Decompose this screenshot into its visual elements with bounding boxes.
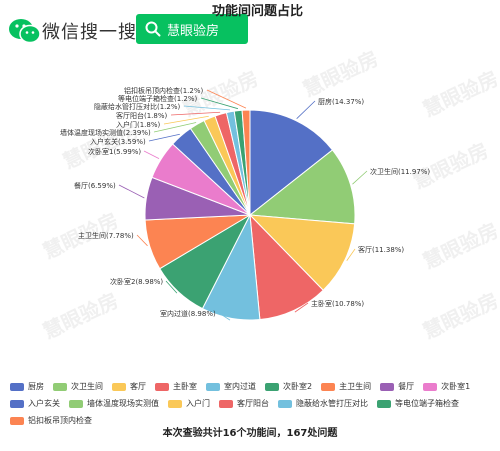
search-box[interactable]: 慧眼验房: [136, 14, 248, 44]
pie-slice[interactable]: [241, 109, 251, 216]
pie-slice[interactable]: [249, 213, 324, 321]
legend-label: 入户门: [186, 399, 210, 408]
legend-item[interactable]: 餐厅: [380, 381, 414, 392]
pie-slice[interactable]: [248, 214, 356, 291]
legend-item[interactable]: 隐蔽给水管打压对比: [278, 398, 368, 409]
slice-label-line: [170, 111, 221, 116]
pie-chart: 厨房(14.37%) 次卫生间(11.97%) 客厅(11.38%) 主卧室(10.7…: [60, 86, 430, 321]
legend-item[interactable]: 等电位端子箱检查: [377, 398, 459, 409]
legend-label: 隐蔽给水管打压对比: [296, 399, 368, 408]
slice-label-line: [296, 100, 316, 120]
slice-label-line: [352, 170, 368, 185]
legend-item[interactable]: 次卫生间: [53, 381, 103, 392]
legend-swatch: [206, 382, 220, 391]
pie-slice[interactable]: [248, 149, 356, 225]
legend-label: 次卧室1: [441, 382, 471, 391]
slice-label: 墙体温度现场实测值(2.39%): [60, 128, 151, 137]
slice-label-line: [148, 133, 180, 142]
legend-item[interactable]: 主卫生间: [321, 381, 371, 392]
slice-label: 主卫生间(7.78%): [78, 231, 134, 240]
slice-label-line: [163, 115, 209, 125]
legend-item[interactable]: 次卧室2: [265, 381, 312, 392]
legend-swatch: [10, 382, 24, 391]
chart-legend: 厨房 次卫生间 客厅 主卧室 室内过道 次卧室2 主卫生间 餐厅 次卧室1 入户玄关 墙体温度现场实…: [10, 381, 495, 426]
legend-label: 等电位端子箱检查: [395, 399, 459, 408]
slice-label-line: [118, 184, 145, 199]
legend-label: 室内过道: [224, 382, 256, 391]
legend-item[interactable]: 客厅阳台: [219, 398, 269, 409]
legend-item[interactable]: 入户玄关: [10, 398, 60, 409]
legend-item[interactable]: 次卧室1: [423, 381, 470, 392]
legend-swatch: [265, 382, 279, 391]
slice-label-line: [143, 150, 160, 160]
slice-label: 餐厅(6.59%): [74, 181, 116, 190]
legend-item[interactable]: 室内过道: [206, 381, 256, 392]
slice-label-line: [183, 105, 230, 111]
legend-swatch: [278, 399, 292, 408]
legend-swatch: [10, 416, 24, 425]
legend-swatch: [53, 382, 67, 391]
legend-label: 入户玄关: [28, 399, 60, 408]
legend-swatch: [10, 399, 24, 408]
legend-label: 客厅: [130, 382, 146, 391]
slice-label: 主卧室(10.78%): [311, 299, 364, 308]
slice-label-line: [153, 122, 197, 133]
slice-label: 客厅(11.38%): [358, 245, 404, 254]
wechat-logo-icon: [9, 19, 41, 44]
legend-swatch: [380, 382, 395, 391]
legend-label: 铝扣板吊顶内检查: [28, 416, 92, 425]
legend-swatch: [69, 399, 83, 408]
legend-swatch: [168, 399, 182, 408]
slice-label: 等电位端子箱检查(1.2%): [118, 94, 198, 103]
slice-label: 隐蔽给水管打压对比(1.2%): [94, 102, 181, 111]
legend-label: 客厅阳台: [237, 399, 269, 408]
legend-item[interactable]: 厨房: [10, 381, 44, 392]
legend-item[interactable]: 客厅: [112, 381, 146, 392]
slice-label-line: [200, 97, 239, 110]
top-bar: 微信搜一搜 慧眼验房: [0, 0, 500, 58]
slice-label: 厨房(14.37%): [318, 97, 364, 106]
legend-label: 餐厅: [398, 382, 415, 391]
footer-summary: 本次查验共计16个功能间，167处问题: [162, 428, 338, 439]
search-value[interactable]: 慧眼验房: [167, 23, 220, 39]
slice-label-line: [136, 234, 148, 247]
legend-label: 次卧室2: [283, 382, 313, 391]
legend-item[interactable]: 入户门: [168, 398, 210, 409]
slice-label-line: [294, 302, 309, 313]
legend-item[interactable]: 墙体温度现场实测值: [69, 398, 159, 409]
slice-label-line: [165, 280, 178, 294]
brand-text: 微信搜一搜: [42, 22, 137, 43]
slice-label-line: [218, 312, 231, 321]
search-icon: [145, 21, 161, 37]
legend-swatch: [321, 382, 336, 391]
slice-label: 次卧室1(5.99%): [88, 147, 141, 156]
slice-label-line: [346, 248, 356, 261]
legend-swatch: [377, 399, 391, 408]
slice-label: 入户门(1.8%): [116, 120, 161, 129]
pie-slice[interactable]: [249, 109, 334, 217]
slice-label: 室内过道(8.98%): [160, 309, 216, 318]
legend-label: 厨房: [28, 382, 44, 391]
legend-item[interactable]: 主卧室: [155, 381, 197, 392]
legend-label: 主卫生间: [339, 382, 372, 391]
legend-swatch: [219, 399, 233, 408]
slice-label: 入户玄关(3.59%): [90, 137, 146, 146]
slice-label-line: [206, 89, 247, 109]
legend-label: 主卧室: [173, 382, 197, 391]
legend-swatch: [112, 382, 126, 391]
slice-label: 客厅阳台(1.8%): [116, 111, 168, 120]
legend-swatch: [155, 382, 169, 391]
chart-title: 功能间问题占比: [212, 4, 304, 19]
legend-label: 次卫生间: [71, 382, 103, 391]
slice-label: 铝扣板吊顶内检查(1.2%): [124, 86, 204, 95]
legend-label: 墙体温度现场实测值: [87, 399, 159, 408]
slice-label: 次卫生间(11.97%): [370, 167, 430, 176]
slice-label: 次卧室2(8.98%): [110, 277, 163, 286]
legend-item[interactable]: 铝扣板吊顶内检查: [10, 415, 92, 426]
legend-swatch: [423, 382, 438, 391]
